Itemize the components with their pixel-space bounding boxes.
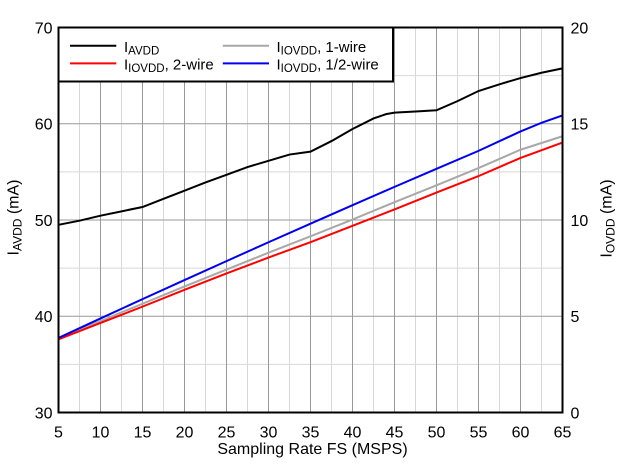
svg-text:55: 55 [470, 425, 488, 442]
svg-text:60: 60 [512, 425, 530, 442]
svg-text:30: 30 [35, 405, 53, 422]
svg-text:65: 65 [554, 425, 572, 442]
svg-text:60: 60 [35, 117, 53, 134]
svg-text:25: 25 [218, 425, 236, 442]
svg-text:20: 20 [571, 20, 589, 37]
svg-text:50: 50 [428, 425, 446, 442]
svg-text:50: 50 [35, 213, 53, 230]
svg-text:45: 45 [386, 425, 404, 442]
svg-text:20: 20 [176, 425, 194, 442]
svg-text:5: 5 [571, 309, 580, 326]
svg-text:IAVDD (mA): IAVDD (mA) [6, 179, 25, 255]
svg-text:15: 15 [134, 425, 152, 442]
svg-text:40: 40 [35, 309, 53, 326]
svg-text:15: 15 [571, 117, 589, 134]
svg-text:5: 5 [54, 425, 63, 442]
svg-text:IOVDD (mA): IOVDD (mA) [599, 179, 618, 257]
svg-text:10: 10 [571, 213, 589, 230]
svg-text:70: 70 [35, 20, 53, 37]
svg-text:35: 35 [302, 425, 320, 442]
svg-text:30: 30 [260, 425, 278, 442]
svg-text:10: 10 [92, 425, 110, 442]
svg-text:Sampling Rate FS (MSPS): Sampling Rate FS (MSPS) [217, 441, 407, 458]
svg-text:40: 40 [344, 425, 362, 442]
svg-text:0: 0 [571, 405, 580, 422]
